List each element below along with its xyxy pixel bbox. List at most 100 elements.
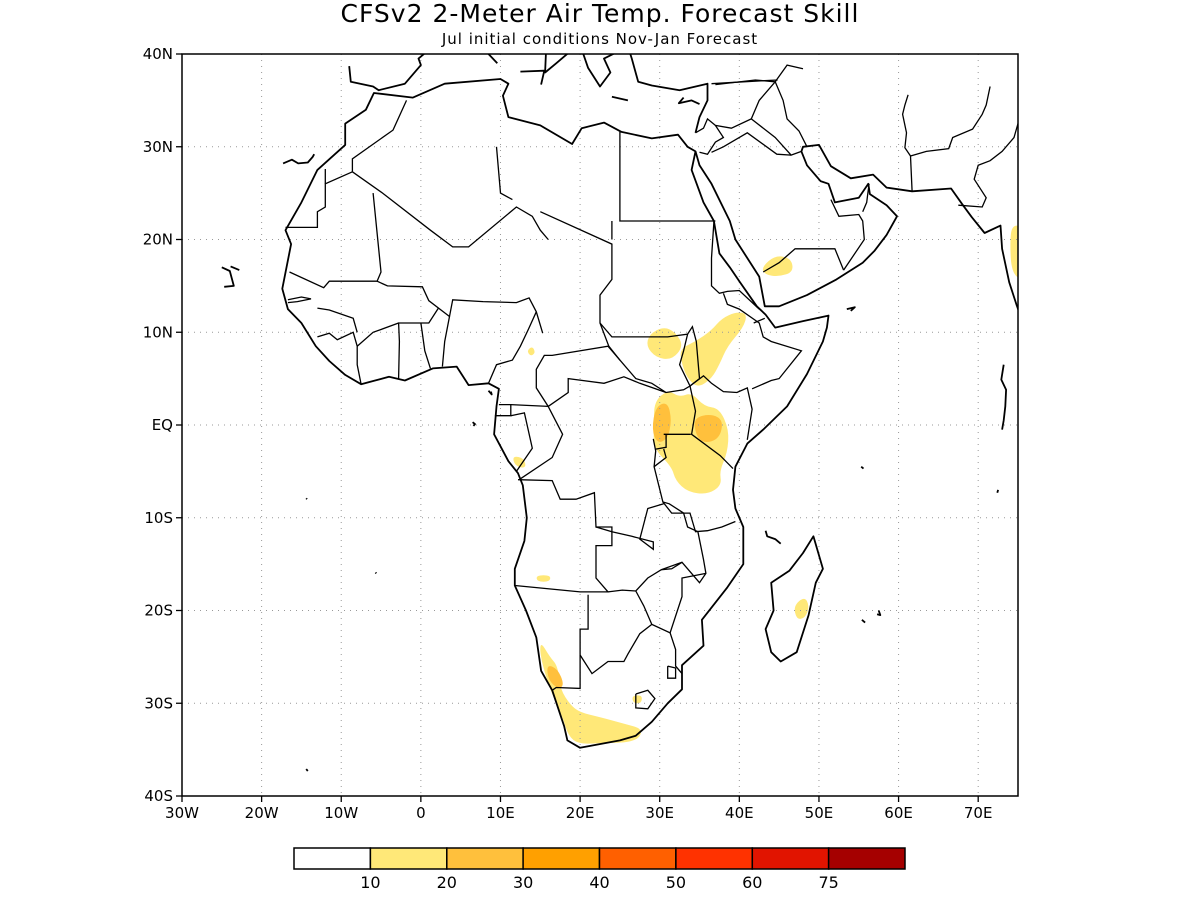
colorbar-label: 30 [513, 873, 533, 892]
island-outline [305, 497, 308, 500]
island-outline [846, 306, 856, 312]
island-outline [487, 54, 498, 64]
country-border [287, 296, 312, 304]
country-border [535, 333, 691, 408]
country-border [289, 193, 382, 289]
island-outline [1000, 364, 1007, 430]
europe-south-coast [348, 54, 569, 92]
island-outline [861, 619, 866, 624]
island-outline [282, 153, 315, 165]
skill-region-southern-africa [540, 645, 641, 744]
country-border [376, 280, 544, 334]
lon-tick-label: 20E [566, 804, 595, 822]
country-border [487, 311, 537, 384]
country-border [774, 81, 808, 148]
colorbar-label: 75 [818, 873, 838, 892]
colorbar-label: 60 [742, 873, 762, 892]
madagascar-coast [764, 535, 824, 663]
country-border [635, 689, 656, 710]
country-border [510, 403, 549, 408]
country-border [750, 118, 802, 156]
country-border [862, 183, 870, 212]
lon-tick-label: 30E [645, 804, 674, 822]
lat-tick-label: 10N [143, 323, 173, 341]
colorbar-label: 40 [589, 873, 609, 892]
country-border [901, 94, 913, 192]
island-outline [374, 571, 377, 574]
lat-tick-label: 30S [144, 694, 173, 712]
lon-tick-label: 50E [805, 804, 834, 822]
country-border [579, 594, 653, 675]
skill-region-madagascar [794, 598, 809, 619]
colorbar-swatch [522, 847, 601, 870]
colorbar-swatch [751, 847, 830, 870]
country-border [958, 123, 1018, 208]
gridlines [182, 54, 1018, 796]
island-outline [305, 768, 309, 772]
skill-shading-layer [513, 225, 1018, 744]
country-border [510, 412, 533, 472]
island-outline [611, 95, 629, 102]
island-outline [677, 97, 700, 105]
colorbar-label: 20 [437, 873, 457, 892]
island-outline [876, 610, 882, 616]
island-outline [487, 390, 493, 396]
lat-tick-label: 10S [144, 509, 173, 527]
country-border [351, 100, 408, 172]
island-outline [221, 266, 235, 288]
lat-tick-label: EQ [152, 416, 173, 434]
plot-area [182, 54, 1072, 796]
country-border [317, 331, 362, 385]
country-borders-layer [285, 64, 1018, 710]
island-outline [230, 265, 240, 271]
country-border [420, 322, 432, 369]
lon-tick-label: 20W [245, 804, 279, 822]
lon-tick-label: 10W [324, 804, 358, 822]
lat-tick-label: 20S [144, 602, 173, 620]
arabia-coastline [694, 144, 1018, 312]
colorbar-swatch [598, 847, 677, 870]
colorbar-label: 50 [666, 873, 686, 892]
country-border [722, 293, 803, 390]
island-outline [764, 530, 782, 545]
colorbar: 10 20 30 40 50 60 75 [293, 847, 906, 892]
skill-region-yemen [762, 256, 793, 276]
lat-tick-label: 30N [143, 138, 173, 156]
country-border [285, 171, 353, 229]
country-border [397, 307, 439, 379]
lat-tick-label: 20N [143, 231, 173, 249]
country-border [551, 655, 581, 691]
greece-turkey-coast [582, 54, 709, 134]
skill-region-kenya-core [694, 415, 722, 443]
island-outline [520, 69, 546, 85]
skill-region-gabon-small [513, 456, 526, 468]
country-border [669, 632, 683, 675]
sri-lanka [1056, 337, 1072, 369]
lon-tick-label: 40E [725, 804, 754, 822]
lon-tick-label: 0 [416, 804, 426, 822]
country-border [635, 572, 707, 634]
skill-region-lake-victoria-core [652, 403, 671, 442]
lon-tick-label: 30W [165, 804, 199, 822]
country-border [667, 665, 677, 679]
skill-region-india-coast [1010, 225, 1018, 278]
country-border [317, 307, 358, 333]
plot-frame [181, 53, 1019, 797]
lon-tick-label: 60E [884, 804, 913, 822]
colorbar-swatch [675, 847, 754, 870]
lon-tick-label: 70E [964, 804, 993, 822]
country-border [595, 503, 664, 551]
country-border [699, 125, 725, 155]
skill-region-namibia-core [547, 666, 563, 688]
country-border [762, 248, 845, 273]
country-border [520, 406, 564, 480]
country-border [494, 403, 512, 417]
map-title: CFSv2 2-Meter Air Temp. Forecast Skill [341, 0, 860, 28]
lon-tick-label: 10E [486, 804, 515, 822]
country-border [662, 501, 736, 533]
colorbar-swatch [827, 847, 906, 870]
island-outline [860, 466, 865, 470]
map-subtitle: Jul initial conditions Nov-Jan Forecast [441, 30, 758, 48]
